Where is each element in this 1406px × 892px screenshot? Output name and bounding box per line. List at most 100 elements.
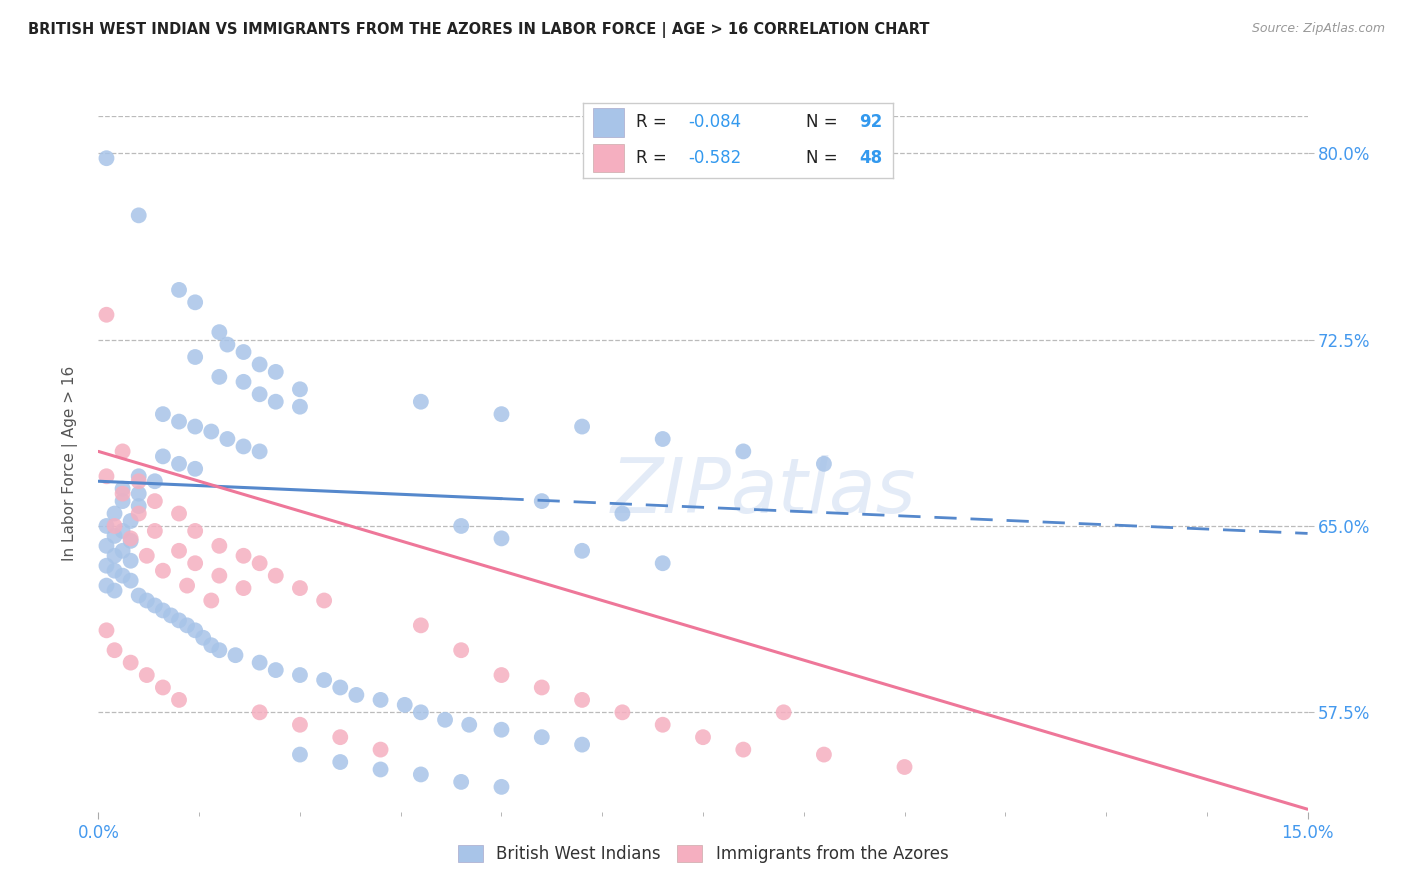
Point: [103, 507, 125, 521]
Point: [329, 681, 352, 695]
Point: [288, 747, 311, 762]
Point: [733, 444, 755, 458]
Point: [128, 469, 150, 483]
Point: [120, 656, 142, 670]
Legend: British West Indians, Immigrants from the Azores: British West Indians, Immigrants from th…: [451, 838, 955, 870]
Point: [96, 579, 118, 593]
Point: [176, 579, 198, 593]
Point: [288, 718, 311, 732]
Point: [264, 365, 287, 379]
Point: [152, 603, 174, 617]
Point: [103, 643, 125, 657]
Point: [232, 375, 254, 389]
Point: [96, 308, 118, 322]
Point: [651, 718, 673, 732]
Point: [571, 693, 593, 707]
Point: [491, 723, 513, 737]
Point: [450, 775, 472, 789]
Point: [409, 706, 432, 720]
Point: [571, 419, 593, 434]
Point: [208, 325, 231, 339]
Text: ZIPatlas: ZIPatlas: [610, 455, 917, 529]
Point: [200, 638, 222, 652]
Point: [96, 469, 118, 483]
Point: [111, 486, 134, 500]
Point: [264, 568, 287, 582]
Point: [329, 730, 352, 744]
Point: [249, 656, 271, 670]
Point: [692, 730, 714, 744]
Point: [143, 524, 166, 538]
Point: [314, 673, 336, 687]
Point: [249, 358, 271, 372]
Point: [176, 618, 198, 632]
Point: [491, 407, 513, 421]
Point: [111, 524, 134, 538]
Point: [491, 780, 513, 794]
Point: [184, 419, 207, 434]
Point: [167, 283, 190, 297]
Point: [288, 581, 311, 595]
Point: [409, 394, 432, 409]
Point: [111, 544, 134, 558]
Point: [394, 698, 416, 712]
Point: [813, 457, 835, 471]
Point: [152, 681, 174, 695]
Point: [184, 556, 207, 570]
Point: [152, 450, 174, 464]
Point: [111, 568, 134, 582]
Point: [135, 668, 157, 682]
Point: [450, 519, 472, 533]
Point: [208, 568, 231, 582]
Point: [450, 643, 472, 657]
Point: [128, 507, 150, 521]
Point: [103, 549, 125, 563]
Point: [120, 574, 142, 588]
Point: [491, 532, 513, 546]
Point: [120, 514, 142, 528]
Point: [249, 444, 271, 458]
Text: R =: R =: [636, 113, 672, 131]
Point: [208, 370, 231, 384]
Y-axis label: In Labor Force | Age > 16: In Labor Force | Age > 16: [62, 367, 77, 561]
Point: [167, 693, 190, 707]
Text: -0.084: -0.084: [689, 113, 742, 131]
Point: [264, 663, 287, 677]
Point: [184, 462, 207, 476]
Bar: [593, 144, 624, 172]
Point: [733, 742, 755, 756]
Point: [200, 425, 222, 439]
Point: [232, 549, 254, 563]
Point: [288, 668, 311, 682]
Point: [329, 755, 352, 769]
Point: [96, 519, 118, 533]
Point: [217, 337, 239, 351]
Point: [160, 608, 183, 623]
Point: [184, 624, 207, 638]
Point: [184, 350, 207, 364]
Point: [111, 444, 134, 458]
Point: [571, 544, 593, 558]
Point: [772, 706, 794, 720]
Text: N =: N =: [806, 149, 844, 167]
Point: [434, 713, 457, 727]
Point: [370, 742, 392, 756]
Point: [184, 295, 207, 310]
Point: [571, 738, 593, 752]
Point: [120, 533, 142, 548]
Point: [143, 494, 166, 508]
Point: [128, 486, 150, 500]
Point: [314, 593, 336, 607]
Point: [612, 706, 634, 720]
Point: [167, 507, 190, 521]
Point: [103, 583, 125, 598]
Point: [135, 549, 157, 563]
Point: [103, 529, 125, 543]
Point: [167, 544, 190, 558]
Point: [491, 668, 513, 682]
Point: [217, 432, 239, 446]
Point: [167, 614, 190, 628]
Point: [167, 415, 190, 429]
Point: [612, 507, 634, 521]
Point: [120, 532, 142, 546]
